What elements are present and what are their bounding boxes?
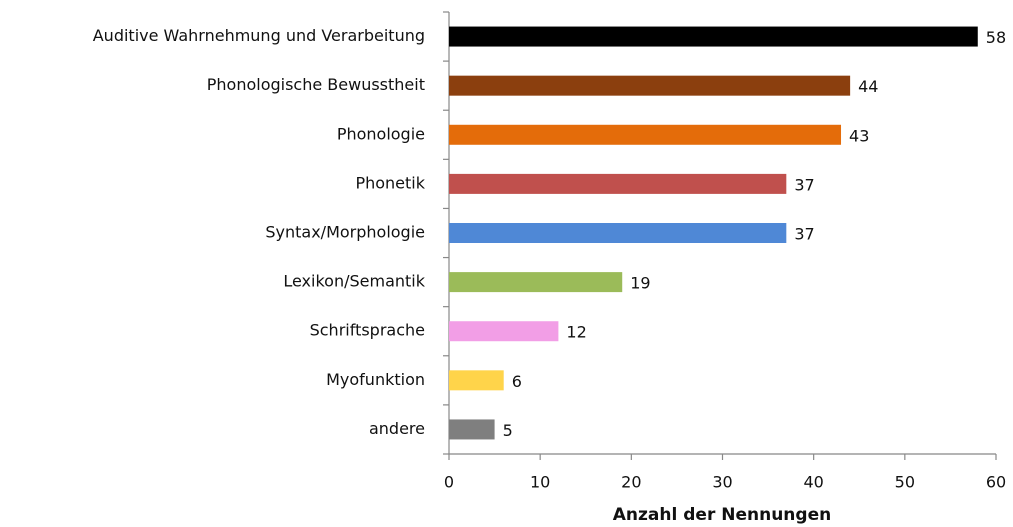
y-tick-label: Phonologie [337,124,425,143]
data-label: 44 [858,77,878,96]
data-label: 6 [512,372,522,391]
data-label: 37 [794,225,814,244]
data-label: 5 [503,421,513,440]
y-tick-label: andere [369,419,425,438]
x-axis-title: Anzahl der Nennungen [613,505,831,525]
y-tick-label: Auditive Wahrnehmung und Verarbeitung [93,26,425,45]
bar [449,321,559,342]
y-tick-label: Phonetik [355,173,425,192]
data-label: 37 [794,175,814,194]
bar [449,272,623,293]
x-tick-label: 60 [986,473,1006,492]
bar [449,26,978,47]
bar [449,173,787,194]
bar [449,419,495,440]
x-tick-label: 40 [803,473,823,492]
bar [449,370,504,391]
data-label: 19 [630,274,650,293]
data-label: 58 [986,28,1006,47]
bar [449,223,787,243]
y-tick-label: Schriftsprache [310,321,425,340]
x-tick-label: 20 [621,473,641,492]
x-tick-label: 30 [712,473,732,492]
y-tick-label: Myofunktion [326,370,425,389]
data-label: 12 [566,323,586,342]
data-label: 43 [849,126,869,145]
x-tick-label: 10 [530,473,550,492]
y-tick-label: Phonologische Bewusstheit [207,75,425,94]
bar [449,75,851,96]
bar [449,124,842,145]
x-tick-label: 50 [895,473,915,492]
y-tick-label: Lexikon/Semantik [283,272,425,291]
y-tick-label: Syntax/Morphologie [265,223,425,242]
x-tick-label: 0 [444,473,454,492]
